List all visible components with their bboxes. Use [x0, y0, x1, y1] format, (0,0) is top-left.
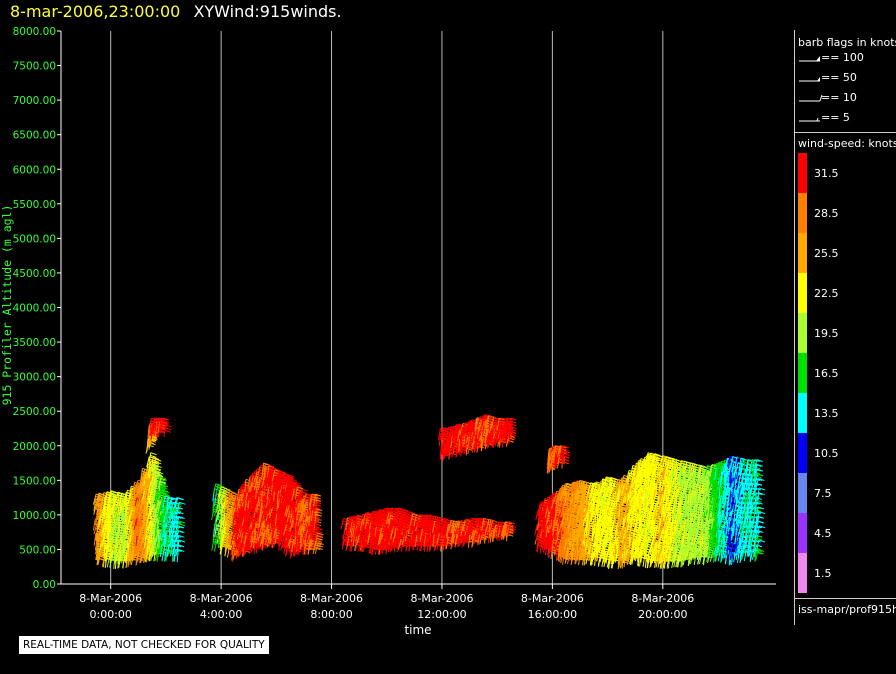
barb-flag — [164, 429, 172, 433]
barb-staff — [105, 545, 108, 559]
barb-staff — [98, 549, 103, 561]
barb-staff — [99, 540, 103, 552]
wind-barb — [163, 424, 172, 438]
barb-staff — [98, 516, 101, 530]
barb-staff — [96, 518, 100, 531]
barb-staff — [103, 506, 107, 519]
barb-staff — [95, 493, 100, 504]
barb-staff — [93, 533, 97, 546]
barb-staff — [96, 549, 100, 561]
barb-staff — [93, 523, 98, 535]
barb-flag — [178, 523, 186, 527]
barb-staff — [101, 544, 105, 558]
barb-staff — [96, 543, 100, 556]
barb-staff — [104, 491, 108, 504]
barb-staff — [103, 496, 106, 509]
barb-staff — [92, 518, 96, 531]
barb-staff — [97, 535, 100, 548]
barb-flag — [150, 452, 157, 456]
barb-staff — [99, 521, 103, 534]
barb-flag — [108, 521, 115, 524]
barb-staff — [102, 521, 106, 533]
barb-staff — [103, 545, 106, 559]
barb-staff — [106, 501, 109, 514]
barb-staff — [99, 502, 103, 515]
barb-staff — [96, 503, 100, 515]
wind-barbs — [92, 414, 766, 570]
barb-staff — [92, 494, 97, 505]
barb-staff — [96, 530, 100, 542]
barb-staff — [93, 498, 96, 512]
barb-staff — [96, 508, 100, 521]
barb-staff — [106, 530, 110, 543]
barb-staff — [103, 540, 106, 554]
barb-staff — [101, 492, 105, 505]
barb-staff — [100, 525, 104, 538]
barb-staff — [93, 503, 97, 515]
barb-staff — [104, 520, 108, 533]
